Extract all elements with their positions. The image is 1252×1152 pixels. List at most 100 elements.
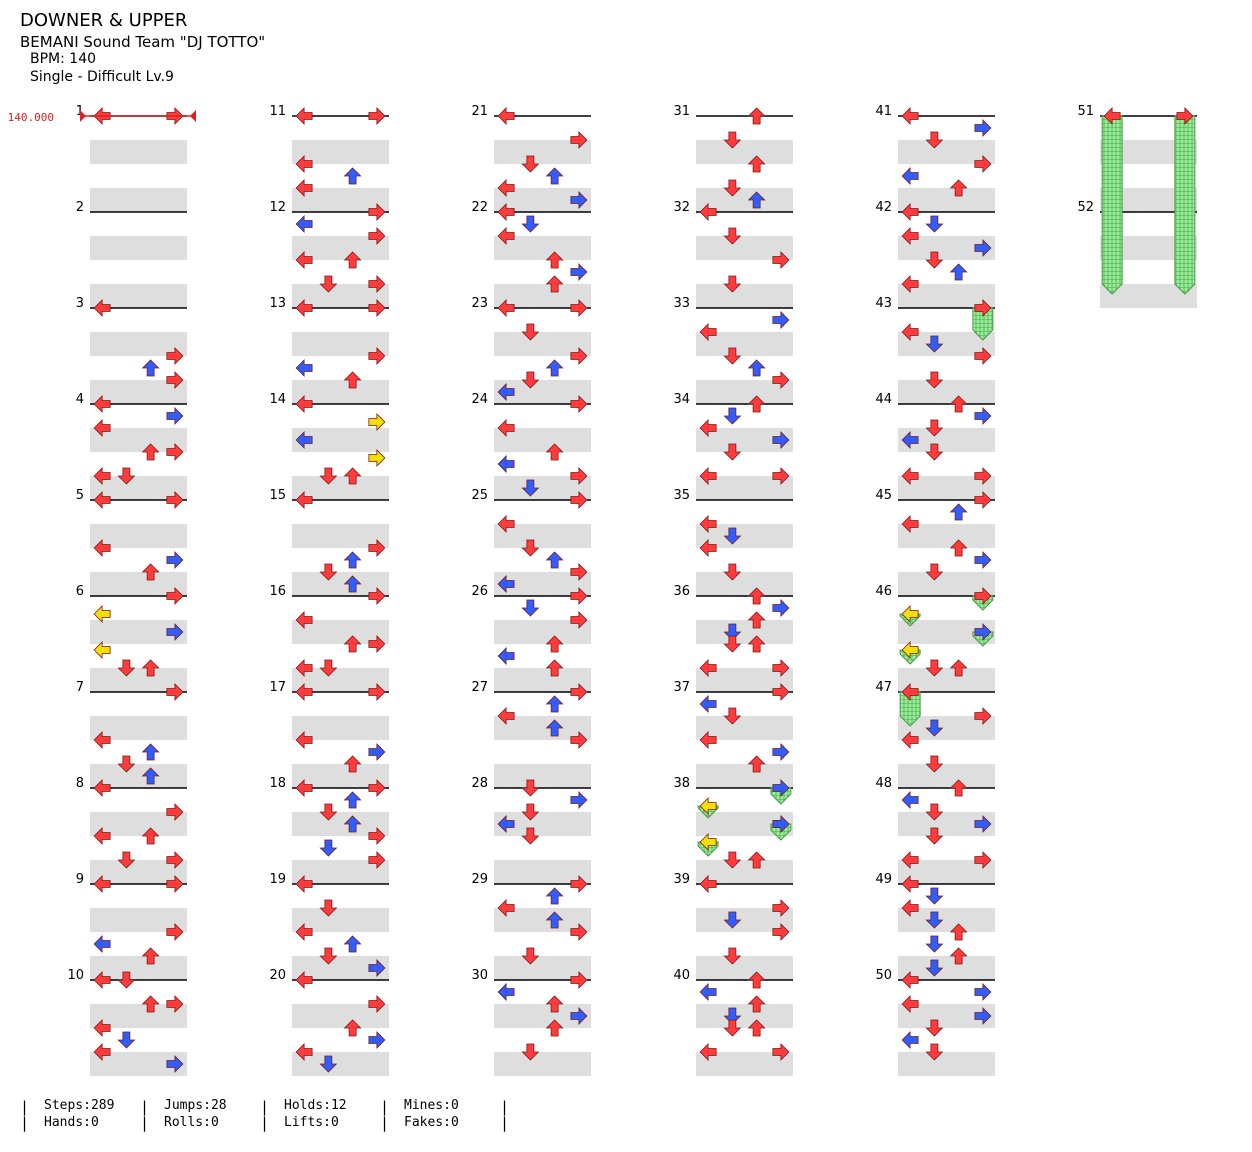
beat-shade: [696, 476, 793, 500]
down-arrow-icon: [521, 215, 539, 233]
stat-separator: |: [20, 1114, 30, 1132]
right-arrow-icon: [570, 263, 588, 281]
right-arrow-icon: [166, 407, 184, 425]
beat-shade: [696, 764, 793, 788]
stat-top: Jumps:28: [164, 1098, 227, 1113]
beat-shade: [898, 284, 995, 308]
beat-shade: [90, 140, 187, 164]
stat-separator: |: [140, 1098, 150, 1116]
left-arrow-icon: [901, 107, 919, 125]
measure-number: 45: [875, 488, 892, 503]
song-bpm: BPM: 140: [30, 51, 97, 68]
up-arrow-icon: [748, 359, 766, 377]
song-difficulty: Single - Difficult Lv.9: [30, 68, 174, 85]
up-arrow-icon: [950, 503, 968, 521]
beat-shade: [292, 476, 389, 500]
left-arrow-icon: [497, 455, 515, 473]
beat-shade: [90, 572, 187, 596]
beat-shade: [898, 188, 995, 212]
beat-shade: [494, 524, 591, 548]
measure-number: 7: [76, 680, 84, 695]
beat-shade: [696, 236, 793, 260]
measure-number: 9: [76, 872, 84, 887]
beat-shade: [292, 1052, 389, 1076]
beat-shade: [696, 332, 793, 356]
beat-shade: [494, 620, 591, 644]
measure-number: 30: [471, 968, 488, 983]
measure-number: 36: [673, 584, 690, 599]
measure-number: 25: [471, 488, 488, 503]
measure-number: 50: [875, 968, 892, 983]
beat-shade: [494, 332, 591, 356]
beat-shade: [292, 188, 389, 212]
measure-number: 34: [673, 392, 690, 407]
down-arrow-icon: [925, 887, 943, 905]
stat-separator: |: [500, 1098, 510, 1116]
measure-number: 43: [875, 296, 892, 311]
beat-shade: [898, 572, 995, 596]
up-arrow-icon: [546, 359, 564, 377]
up-arrow-icon: [142, 743, 160, 761]
beat-shade: [494, 716, 591, 740]
stat-bottom: Hands:0: [44, 1115, 99, 1130]
beat-shade: [292, 140, 389, 164]
beat-shade: [898, 524, 995, 548]
measure-number: 14: [269, 392, 286, 407]
measure-number: 1: [76, 104, 84, 119]
up-arrow-icon: [546, 167, 564, 185]
measure-number: 23: [471, 296, 488, 311]
stat-top: Mines:0: [404, 1098, 459, 1113]
measure-number: 52: [1077, 200, 1094, 215]
measure-number: 11: [269, 104, 286, 119]
beat-shade: [292, 764, 389, 788]
left-arrow-icon: [93, 935, 111, 953]
beat-shade: [696, 1004, 793, 1028]
beat-shade: [494, 1052, 591, 1076]
right-arrow-icon: [368, 413, 386, 431]
beat-shade: [696, 524, 793, 548]
left-arrow-icon: [699, 695, 717, 713]
measure-number: 16: [269, 584, 286, 599]
left-arrow-icon: [901, 167, 919, 185]
right-arrow-icon: [974, 983, 992, 1001]
up-arrow-icon: [748, 107, 766, 125]
down-arrow-icon: [117, 1031, 135, 1049]
song-artist: BEMANI Sound Team "DJ TOTTO": [20, 32, 266, 51]
right-arrow-icon: [772, 311, 790, 329]
beat-shade: [696, 956, 793, 980]
stat-top: Steps:289: [44, 1098, 115, 1113]
right-arrow-icon: [974, 119, 992, 137]
up-arrow-icon: [344, 551, 362, 569]
beat-shade: [898, 668, 995, 692]
hold-body: [1101, 115, 1123, 295]
beat-shade: [696, 908, 793, 932]
song-title: DOWNER & UPPER: [20, 10, 188, 31]
measure-number: 24: [471, 392, 488, 407]
up-arrow-icon: [546, 551, 564, 569]
up-arrow-icon: [546, 887, 564, 905]
beat-shade: [898, 1052, 995, 1076]
beat-shade: [898, 380, 995, 404]
stat-separator: |: [260, 1114, 270, 1132]
step-chart: 1234567891011121314151617181920212223242…: [8, 104, 1197, 1076]
right-arrow-icon: [368, 743, 386, 761]
beat-shade: [494, 764, 591, 788]
measure-number: 12: [269, 200, 286, 215]
left-arrow-icon: [699, 983, 717, 1001]
beat-shade: [696, 572, 793, 596]
beat-shade: [90, 188, 187, 212]
stat-bottom: Lifts:0: [284, 1115, 339, 1130]
beat-shade: [90, 284, 187, 308]
down-arrow-icon: [723, 407, 741, 425]
bpm-change-label: 140.000: [8, 111, 54, 124]
measure-number: 13: [269, 296, 286, 311]
bpm-change-marker: [80, 110, 86, 122]
beat-shade: [494, 284, 591, 308]
measure-number: 32: [673, 200, 690, 215]
beat-shade: [696, 140, 793, 164]
measure-number: 28: [471, 776, 488, 791]
left-arrow-icon: [93, 641, 111, 659]
measure-number: 18: [269, 776, 286, 791]
beat-shade: [292, 284, 389, 308]
beat-shade: [292, 332, 389, 356]
